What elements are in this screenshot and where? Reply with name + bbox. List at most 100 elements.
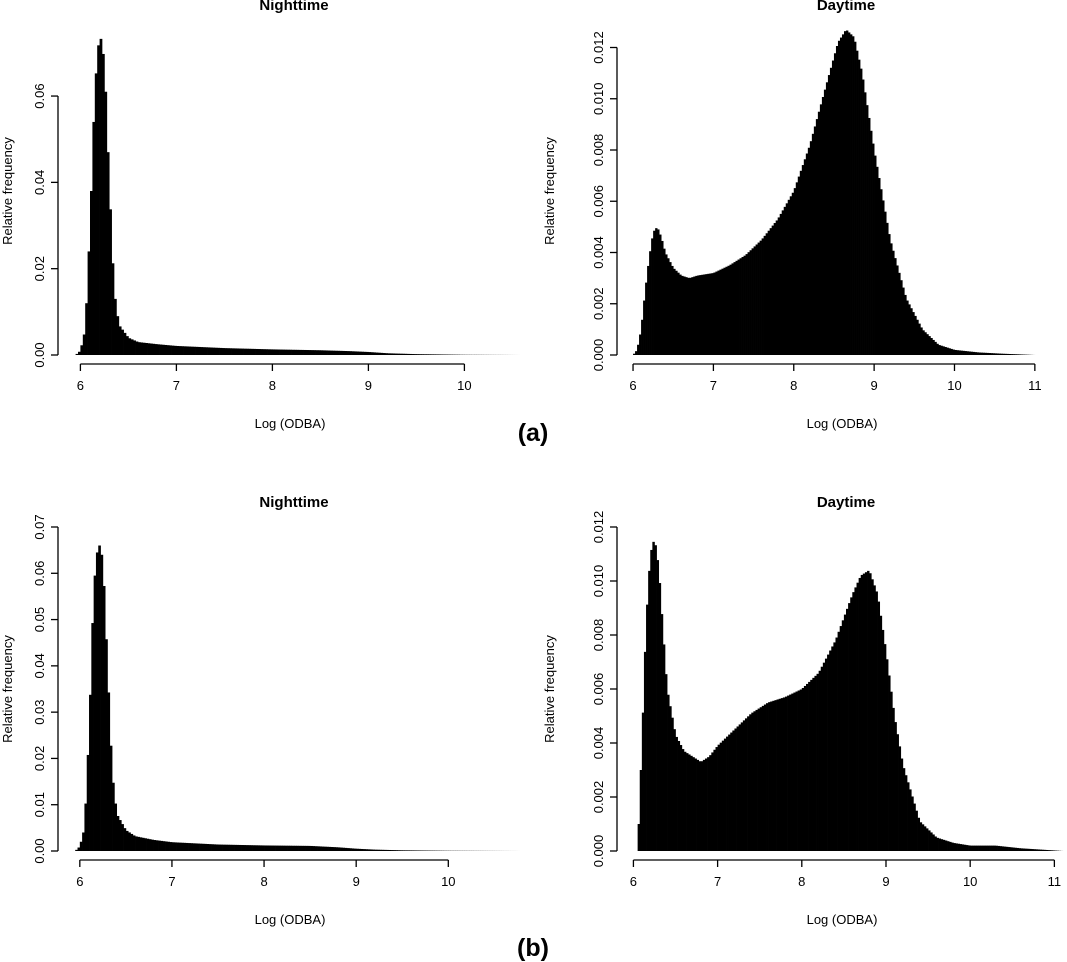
histogram-bar [337,847,341,851]
histogram-bar [875,591,878,851]
histogram-bar [404,850,408,851]
histogram-bar [1020,354,1024,355]
histogram-bar [433,354,436,355]
histogram-bar [768,702,771,851]
histogram-bar [1016,354,1020,355]
histogram-bar [166,345,170,355]
histogram-bar [409,353,412,355]
histogram-bar [816,673,819,851]
histogram-bar [691,277,694,355]
histogram-bar [260,349,264,355]
y-tick-label: 0.04 [32,653,47,678]
histogram-bar [87,251,91,355]
histogram-bar [717,744,721,851]
histogram-bar [112,782,115,851]
histogram-bar [883,644,887,851]
histogram-bar [896,265,899,355]
histogram-bar [940,839,944,851]
histogram-bar [226,348,230,355]
histogram-bar [942,839,946,851]
histogram-bar [649,251,652,355]
histogram-bar [399,850,403,851]
histogram-bar [846,30,849,356]
histogram-bar [138,342,141,355]
histogram-bar [395,850,398,851]
histogram-bar [162,344,165,355]
histogram-bar [645,282,648,355]
histogram-bar [340,847,343,851]
histogram-bar [683,276,686,355]
histogram-bar [709,755,712,851]
x-tick-label: 6 [77,378,84,393]
histogram-bar [751,712,754,851]
histogram-bar [980,352,983,355]
histogram-bar [993,845,996,851]
histogram-bar [869,573,872,851]
histogram-bar [655,228,658,355]
histogram-bar [643,300,646,355]
y-tick-label: 0.01 [32,792,47,817]
histogram-bar [423,354,427,355]
histogram-bar [181,842,184,851]
histogram-bar [771,225,775,355]
histogram-bar [868,117,871,355]
histogram-bar [294,845,297,851]
histogram-bar [224,348,228,355]
chart-title: Nighttime [259,494,328,511]
histogram-bar [306,350,309,355]
histogram-bar [368,352,372,355]
x-tick-label: 7 [714,874,721,889]
y-axis-label: Relative frequency [542,635,557,743]
histogram-bar [809,141,813,355]
histogram-bar [947,841,950,851]
x-tick-label: 8 [790,378,797,393]
histogram-bar [133,340,136,355]
y-tick-label: 0.006 [591,185,606,218]
histogram-bar [193,346,196,355]
histogram-bar [938,345,941,355]
x-tick-label: 6 [76,874,83,889]
y-tick-label: 0.04 [32,170,47,195]
x-tick-label: 7 [173,378,180,393]
histogram-bar [109,209,112,355]
histogram-bar [367,849,371,851]
histogram-bar [864,92,867,355]
histogram-bar [270,349,273,355]
histogram-bar [667,694,670,851]
histogram-bar [255,348,259,355]
histogram-bar [900,280,903,355]
histogram-bar [314,846,318,851]
histogram-bar [952,349,955,355]
histogram-bar [850,34,853,356]
histogram-bar [773,223,777,355]
histogram-bar [912,312,915,355]
histogram-bar [420,850,424,851]
histogram-bar [416,850,419,851]
histogram-bar [1012,847,1015,851]
histogram-bar [648,570,651,851]
histogram-bar [351,848,355,851]
histogram-bar [332,350,336,355]
histogram-bar [671,717,674,851]
histogram-bar [330,847,334,851]
histogram-bar [312,846,316,851]
histogram-bar [1048,850,1051,851]
histogram-bar [308,350,312,355]
histogram-bar [665,254,668,355]
histogram-bar [925,828,929,851]
histogram-bar [165,841,168,851]
histogram-bar [204,843,207,851]
histogram-bar [886,222,889,355]
histogram-bar [669,706,672,851]
histogram-bar [852,36,855,355]
histogram-bar [675,270,678,355]
histogram-bar [934,836,937,851]
histogram-bar [862,79,865,355]
histogram-bar [782,697,786,851]
histogram-bar [438,354,441,355]
histogram-bar [272,349,276,355]
histogram-bar [150,343,153,355]
histogram-bar [976,352,979,355]
histogram-bar [730,732,733,851]
histogram-bar [984,845,988,851]
